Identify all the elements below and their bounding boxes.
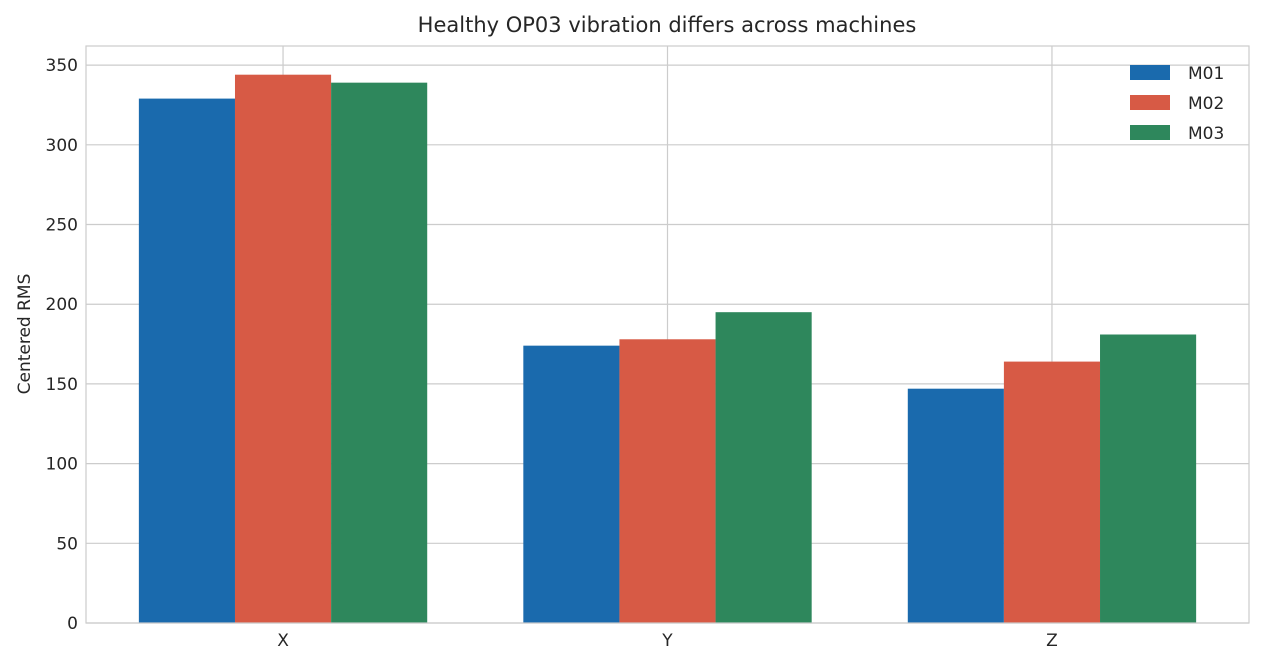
y-tick-label: 350 bbox=[46, 56, 78, 76]
y-tick-label: 0 bbox=[67, 614, 78, 634]
bar-m03-y bbox=[715, 312, 812, 623]
y-tick-label: 300 bbox=[46, 136, 78, 156]
bar-m01-x bbox=[138, 98, 235, 624]
y-tick-label: 50 bbox=[56, 534, 78, 554]
x-tick-label: X bbox=[277, 631, 289, 651]
y-tick-label: 200 bbox=[46, 295, 78, 315]
y-tick-label: 100 bbox=[46, 455, 78, 475]
legend-swatch bbox=[1130, 125, 1170, 140]
bar-m02-y bbox=[619, 339, 716, 623]
legend-swatch bbox=[1130, 65, 1170, 80]
bar-m03-x bbox=[331, 82, 428, 623]
legend-swatch bbox=[1130, 95, 1170, 110]
bar-m02-z bbox=[1003, 361, 1101, 623]
y-axis-label: Centered RMS bbox=[15, 274, 35, 395]
y-tick-label: 250 bbox=[46, 216, 78, 236]
legend-label: M03 bbox=[1188, 124, 1224, 144]
bar-m03-z bbox=[1100, 334, 1197, 623]
x-tick-label: Y bbox=[661, 631, 673, 651]
bars bbox=[138, 74, 1197, 624]
y-tick-labels: 0 50 100 150 200 250 300 350 bbox=[46, 56, 78, 634]
bar-m02-x bbox=[234, 74, 332, 623]
legend: M01 M02 M03 bbox=[1130, 64, 1224, 144]
y-tick-label: 150 bbox=[46, 375, 78, 395]
legend-label: M01 bbox=[1188, 64, 1224, 84]
x-tick-labels: X Y Z bbox=[277, 631, 1058, 651]
chart-title: Healthy OP03 vibration differs across ma… bbox=[418, 13, 917, 37]
legend-label: M02 bbox=[1188, 94, 1224, 114]
bar-m01-y bbox=[523, 345, 620, 623]
bar-m01-z bbox=[907, 388, 1004, 623]
plot-frame bbox=[85, 45, 1250, 624]
x-tick-label: Z bbox=[1046, 631, 1058, 651]
